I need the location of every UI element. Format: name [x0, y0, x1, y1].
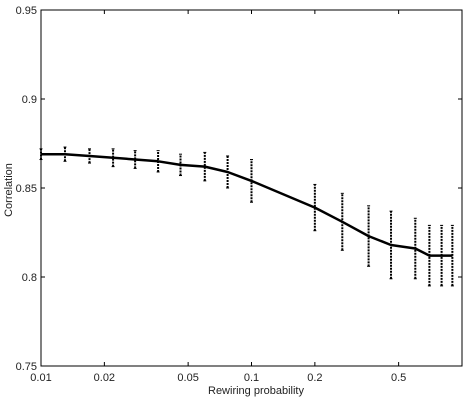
- y-axis-ticks: 0.75 0.8 0.85 0.9 0.95: [16, 5, 462, 373]
- y-tick-label: 0.9: [22, 94, 37, 106]
- y-tick-label: 0.85: [16, 183, 37, 195]
- x-tick-label: 0.1: [244, 372, 259, 384]
- series-line: [41, 152, 453, 257]
- plot-frame: [40, 9, 463, 367]
- y-axis-label: Correlation: [3, 163, 15, 217]
- x-tick-label: 0.05: [177, 372, 198, 384]
- y-tick-label: 0.8: [22, 272, 37, 284]
- x-tick-label: 0.2: [307, 372, 322, 384]
- plot-area: [40, 9, 463, 367]
- x-axis-label: Rewiring probability: [208, 385, 304, 397]
- x-axis-ticks: 0.01 0.02 0.05 0.1 0.2 0.5: [30, 10, 406, 384]
- x-tick-label: 0.02: [94, 372, 115, 384]
- series-layer: [39, 146, 454, 287]
- y-tick-label: 0.95: [16, 5, 37, 17]
- x-tick-label: 0.01: [30, 372, 51, 384]
- x-tick-label: 0.5: [391, 372, 406, 384]
- y-tick-label: 0.75: [16, 361, 37, 373]
